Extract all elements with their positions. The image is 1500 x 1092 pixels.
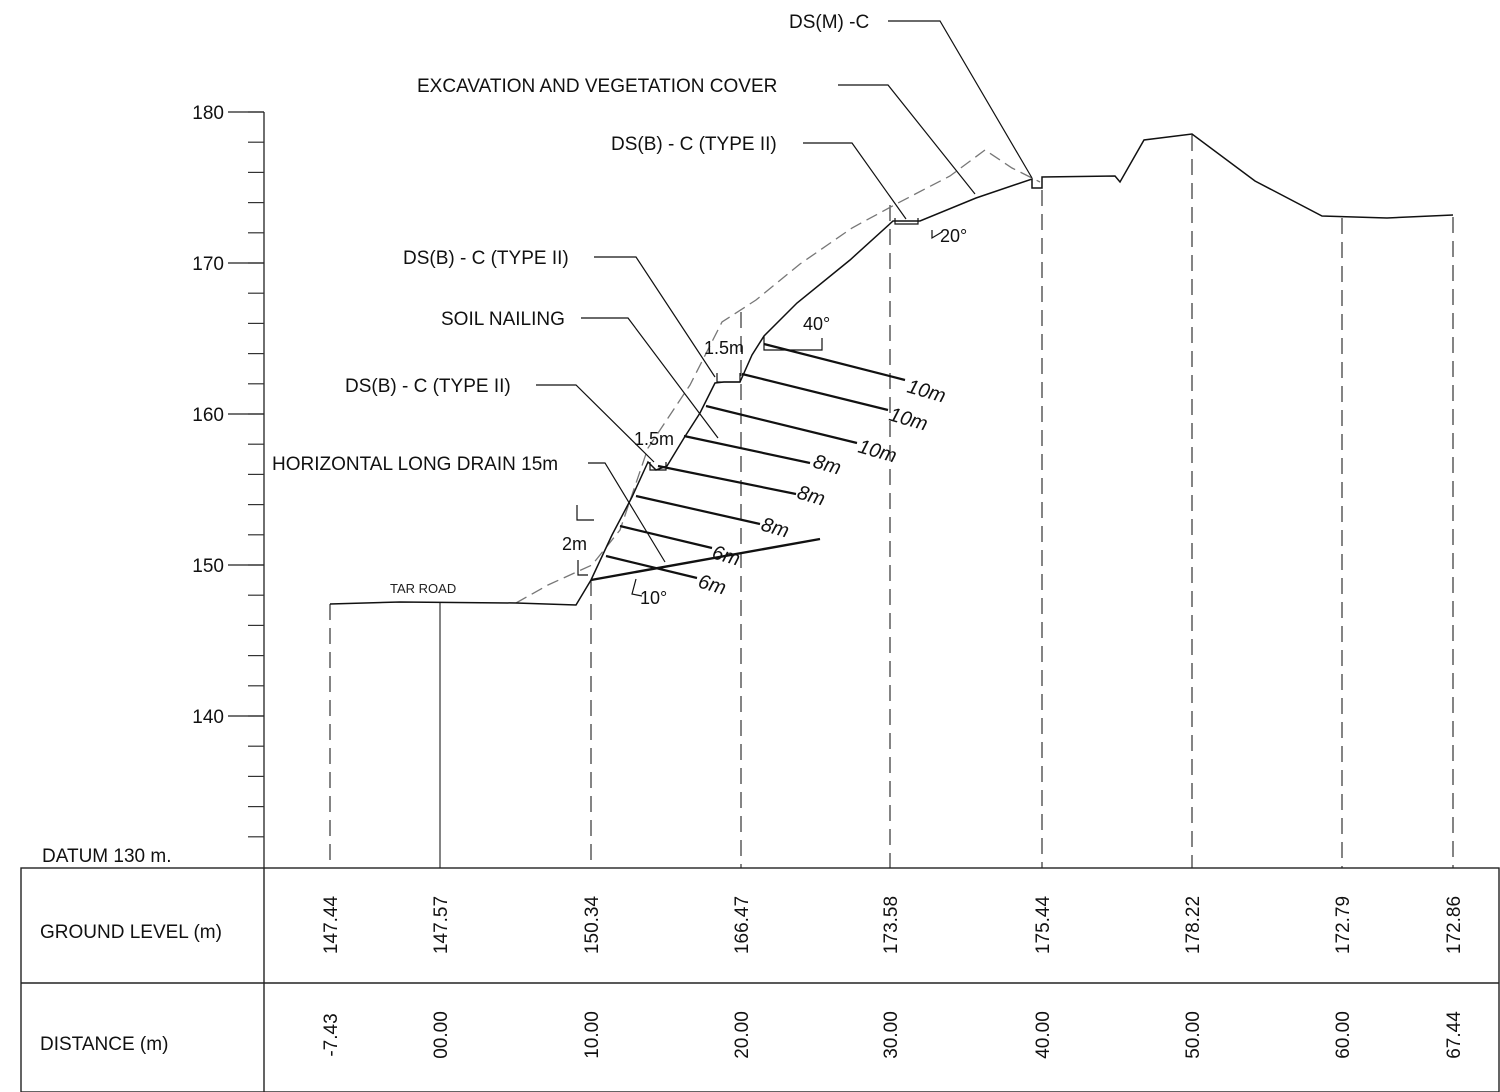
callout-leaders	[536, 20, 1033, 563]
distance-value: -7.43	[321, 1013, 342, 1056]
tick-label-150: 150	[192, 556, 224, 577]
nail-length-2: 10m	[887, 404, 930, 436]
distance-value: 60.00	[1333, 1011, 1354, 1059]
callout-drain: HORIZONTAL LONG DRAIN 15m	[272, 454, 558, 475]
nail-length-6: 8m	[759, 514, 792, 543]
tick-label-160: 160	[192, 405, 224, 426]
ground-level-value: 178.22	[1183, 896, 1204, 954]
ground-level-value: 172.86	[1444, 896, 1465, 954]
ground-level-value: 147.57	[431, 896, 452, 954]
distance-value: 30.00	[881, 1011, 902, 1059]
angle-40: 40°	[803, 314, 830, 334]
nail-length-4: 8m	[811, 451, 844, 480]
berm-width-upper: 1.5m	[704, 338, 744, 358]
station-lines	[329, 135, 1454, 868]
soil-nail-2	[741, 372, 889, 412]
soil-nail-3	[705, 404, 858, 445]
callout-excavation: EXCAVATION AND VEGETATION COVER	[417, 76, 777, 97]
callout-soil-nailing: SOIL NAILING	[441, 309, 565, 330]
nail-length-5: 8m	[795, 482, 828, 511]
proposed-slope-profile	[329, 133, 1454, 606]
angle-20: 20°	[940, 226, 967, 246]
soil-nail-8	[605, 554, 698, 580]
soil-nail-5	[657, 464, 797, 496]
ground-level-header: GROUND LEVEL (m)	[40, 922, 222, 943]
tick-label-180: 180	[192, 103, 224, 124]
distance-value: 20.00	[732, 1011, 753, 1059]
distance-header: DISTANCE (m)	[40, 1034, 168, 1055]
angle-marks	[576, 230, 943, 597]
datum-label: DATUM 130 m.	[42, 846, 172, 867]
soil-nails	[605, 342, 906, 580]
road-label: TAR ROAD	[390, 581, 456, 596]
section-data-table: GROUND LEVEL (m) DISTANCE (m) 147.44 147.…	[20, 867, 1500, 1092]
berm-drains	[649, 218, 919, 471]
soil-nail-7	[619, 524, 713, 550]
nail-length-1: 10m	[905, 376, 948, 408]
soil-nail-6	[635, 494, 761, 526]
distance-value: 10.00	[582, 1011, 603, 1059]
nail-length-8: 6m	[696, 571, 729, 600]
distance-value: 67.44	[1444, 1011, 1465, 1059]
horizontal-long-drain	[590, 537, 821, 582]
distance-value: 40.00	[1033, 1011, 1054, 1059]
tick-label-140: 140	[192, 707, 224, 728]
nail-length-7: 6m	[710, 542, 743, 571]
distance-value: 50.00	[1183, 1011, 1204, 1059]
nail-length-3: 10m	[856, 436, 899, 468]
ground-level-value: 172.79	[1333, 896, 1354, 954]
original-ground-line	[515, 149, 1041, 604]
ground-level-value: 147.44	[321, 896, 342, 955]
callout-ds-b-mid: DS(B) - C (TYPE II)	[403, 248, 569, 269]
callout-ds-m: DS(M) -C	[789, 12, 869, 33]
angle-10: 10°	[640, 588, 667, 608]
toe-height: 2m	[562, 534, 587, 554]
soil-nail-4	[683, 434, 811, 465]
ground-level-value: 173.58	[881, 896, 902, 954]
elevation-axis: 180 170 160 150 140	[192, 103, 265, 868]
berm-width-lower: 1.5m	[634, 429, 674, 449]
callout-ds-b-low: DS(B) - C (TYPE II)	[345, 376, 511, 397]
ground-level-value: 166.47	[732, 896, 753, 954]
distance-value: 00.00	[431, 1011, 452, 1059]
ground-level-value: 150.34	[582, 896, 603, 955]
callout-ds-b-top: DS(B) - C (TYPE II)	[611, 134, 777, 155]
ground-level-value: 175.44	[1033, 896, 1054, 955]
tick-label-170: 170	[192, 254, 224, 275]
